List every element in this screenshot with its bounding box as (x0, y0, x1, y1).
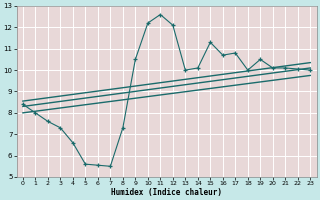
X-axis label: Humidex (Indice chaleur): Humidex (Indice chaleur) (111, 188, 222, 197)
